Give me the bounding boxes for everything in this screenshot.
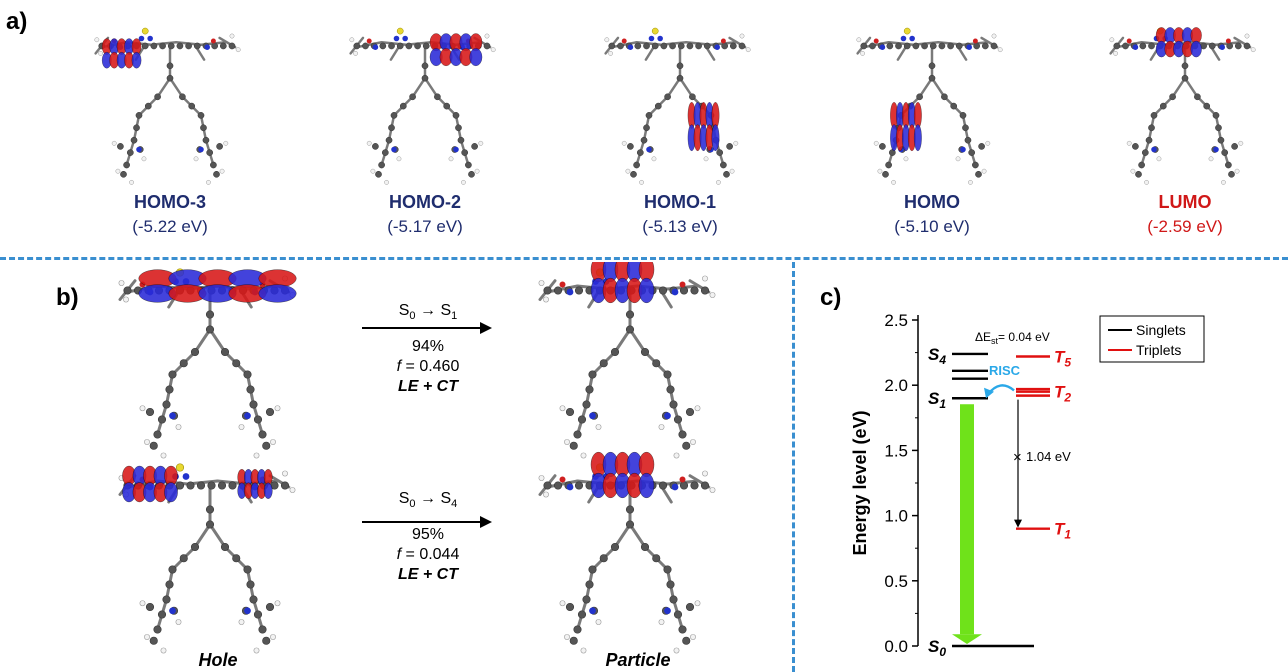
transition-2-arrow-label: S0 → S4 xyxy=(398,490,458,511)
transition-1-oscillator: f = 0.460 xyxy=(396,358,460,375)
legend-label: Triplets xyxy=(1136,342,1181,358)
molecule-homo xyxy=(856,27,1003,185)
y-tick-label: 1.5 xyxy=(884,441,908,460)
panel-b-label: b) xyxy=(56,284,79,311)
panel-a-label: a) xyxy=(6,8,28,35)
orbital-energy: (-5.22 eV) xyxy=(132,217,208,236)
orbital-energy: (-5.10 eV) xyxy=(894,217,970,236)
particle-label: Particle xyxy=(605,650,671,670)
orbital-energy: (-2.59 eV) xyxy=(1147,217,1223,236)
panel-c-label: c) xyxy=(820,284,842,311)
orbital-name: LUMO xyxy=(1158,192,1212,212)
particle-molecule-1 xyxy=(538,262,716,459)
s0-label: S0 xyxy=(928,637,946,659)
risc-label: RISC xyxy=(989,363,1021,378)
y-tick-label: 0.0 xyxy=(884,637,908,656)
transition-1-type: LE + CT xyxy=(397,378,458,395)
orbital-name: HOMO-2 xyxy=(389,192,461,212)
t5-label: T5 xyxy=(1054,348,1071,370)
orbital-energy: (-5.13 eV) xyxy=(642,217,718,236)
particle-molecule-2 xyxy=(538,451,716,654)
orbital-energy: (-5.17 eV) xyxy=(387,217,463,236)
orbital-images xyxy=(94,27,1256,185)
forbidden-mark: × xyxy=(1013,449,1022,466)
legend: Singlets Triplets xyxy=(1099,315,1205,363)
orbital-name: HOMO-3 xyxy=(134,192,206,212)
horizontal-divider xyxy=(0,257,1288,260)
hole-molecule-2 xyxy=(118,463,296,654)
t2-t1-arrowhead xyxy=(1014,519,1022,528)
transition-2-percent: 95% xyxy=(411,526,445,543)
y-tick-label: 2.0 xyxy=(884,376,908,395)
gap-label: 1.04 eV xyxy=(1026,449,1071,464)
hole-molecule-1 xyxy=(118,268,297,459)
transition-images xyxy=(118,262,716,654)
legend-label: Singlets xyxy=(1136,322,1186,338)
transition-arrowhead-1 xyxy=(480,322,492,334)
risc-arrow xyxy=(984,384,1015,399)
t1-label: T1 xyxy=(1054,520,1071,542)
s4-label: S4 xyxy=(928,345,946,367)
delta-est-label: ΔEst= 0.04 eV xyxy=(975,330,1050,346)
molecule-lumo xyxy=(1109,27,1256,185)
transition-arrowhead-2 xyxy=(480,516,492,528)
y-tick-label: 1.0 xyxy=(884,507,908,526)
y-tick-label: 2.5 xyxy=(884,311,908,330)
t2-label: T2 xyxy=(1054,383,1071,405)
transition-2-type: LE + CT xyxy=(397,566,458,583)
orbital-name: HOMO-1 xyxy=(644,192,716,212)
s1-label: S1 xyxy=(928,389,946,411)
molecule-homo-3 xyxy=(94,27,241,185)
molecule-homo-2 xyxy=(349,27,496,185)
energy-level-chart: 0.0 0.5 1.0 1.5 2.0 2.5 Energy level (eV) × 1.04… xyxy=(850,311,1205,659)
y-tick-label: 0.5 xyxy=(884,572,908,591)
y-axis-label: Energy level (eV) xyxy=(850,410,870,555)
hole-label: Hole xyxy=(198,650,238,670)
transition-2-oscillator: f = 0.044 xyxy=(396,546,460,563)
vertical-divider xyxy=(792,262,795,672)
transition-1-arrow-label: S0 → S1 xyxy=(398,302,458,323)
fluorescence-arrow xyxy=(952,404,982,644)
orbital-name: HOMO xyxy=(904,192,960,212)
molecule-homo-1 xyxy=(604,27,751,185)
transition-1-percent: 94% xyxy=(411,338,445,355)
